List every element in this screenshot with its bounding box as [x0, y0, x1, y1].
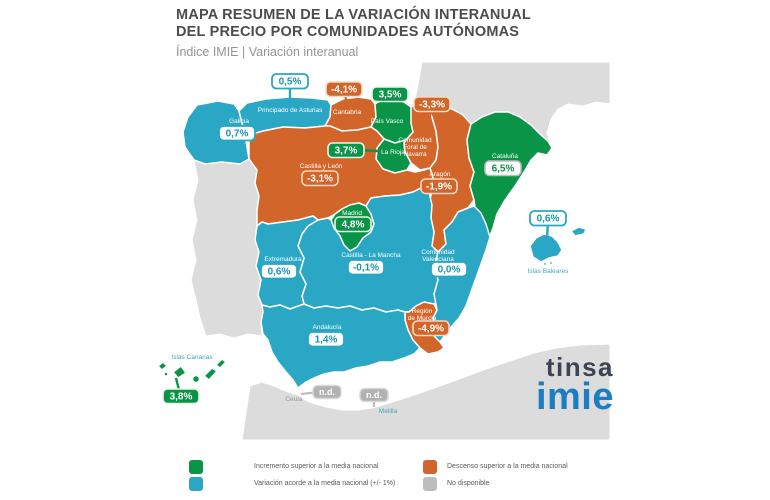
page-title-line1: MAPA RESUMEN DE LA VARIACIÓN INTERANUAL: [176, 7, 531, 23]
label-extremadura: Extremadura: [264, 256, 302, 263]
badge-canarias: 3,8%: [162, 388, 200, 405]
legend-label-descenso: Descenso superior a la media nacional: [447, 463, 568, 470]
neighbor-landmasses: [190, 61, 611, 441]
svg-text:0,7%: 0,7%: [226, 129, 249, 140]
value-badges: 0,7% 0,5% -4,1% 3,5% -3,3% 3,7% -1,9%: [162, 73, 567, 405]
svg-text:4,8%: 4,8%: [342, 220, 365, 231]
label-navarra-3: Navarra: [403, 151, 427, 158]
label-melilla: Melilla: [379, 408, 398, 415]
label-valencia-1: Comunidad: [421, 249, 455, 256]
logo-tinsa: tinsa: [545, 352, 614, 382]
region-canarias: [157, 358, 227, 384]
logo-imie: imie: [535, 376, 614, 418]
page-title-line2: DEL PRECIO POR COMUNIDADES AUTÓNOMAS: [176, 23, 520, 40]
region-galicia: [182, 100, 250, 165]
svg-text:-3,1%: -3,1%: [307, 174, 333, 185]
badge-melilla: n.d.: [359, 387, 389, 403]
legend-label-no-disponible: No disponible: [447, 480, 490, 487]
label-canarias: Islas Canarias: [171, 354, 213, 361]
label-murcia-2: de Murcia: [408, 315, 437, 322]
svg-text:3,5%: 3,5%: [379, 90, 402, 101]
label-pais-vasco: País Vasco: [371, 118, 404, 125]
badge-madrid: 4,8%: [334, 216, 372, 233]
header: MAPA RESUMEN DE LA VARIACIÓN INTERANUAL …: [176, 7, 531, 59]
badge-andalucia: 1,4%: [307, 331, 345, 348]
label-ceuta: Ceuta: [285, 396, 303, 403]
badge-la-rioja: 3,7%: [327, 142, 365, 159]
legend-swatch-no-disponible: [423, 477, 437, 491]
label-navarra-1: Comunidad: [398, 137, 432, 144]
badge-galicia: 0,7%: [218, 125, 256, 142]
page-subtitle: Índice IMIE | Variación interanual: [176, 45, 359, 59]
label-valencia-2: Valenciana: [422, 256, 454, 263]
africa-landmass: [241, 343, 611, 441]
svg-text:0,6%: 0,6%: [268, 267, 291, 278]
label-asturias: Principado de Asturias: [258, 107, 323, 114]
label-galicia: Galicia: [229, 118, 249, 125]
tinsa-imie-logo: tinsa imie: [498, 354, 614, 416]
svg-text:-0,1%: -0,1%: [353, 263, 379, 274]
label-navarra-2: Foral de: [403, 144, 427, 151]
badge-murcia: -4,9%: [412, 320, 450, 337]
badge-valencia: 0,0%: [430, 261, 468, 278]
label-castilla-y-leon: Castilla y León: [300, 163, 343, 170]
label-madrid: Madrid: [342, 210, 362, 217]
label-cataluna: Cataluña: [492, 153, 518, 160]
region-baleares: [529, 226, 587, 267]
badge-baleares: 0,6%: [529, 210, 567, 227]
legend-swatch-descenso: [423, 460, 437, 474]
legend-swatch-incremento: [189, 460, 203, 474]
svg-text:n.d.: n.d.: [366, 390, 382, 400]
region-extremadura: [254, 215, 319, 310]
label-andalucia: Andalucía: [313, 324, 342, 331]
badge-aragon: -1,9%: [420, 178, 458, 195]
legend-label-incremento: Incremento superior a la media nacional: [254, 463, 379, 470]
badge-pais-vasco: 3,5%: [371, 86, 409, 103]
region-labels: Galicia Principado de Asturias Cantabria…: [171, 107, 569, 415]
svg-text:6,5%: 6,5%: [492, 164, 515, 175]
badge-castilla-y-leon: -3,1%: [301, 170, 339, 187]
svg-text:1,4%: 1,4%: [315, 335, 338, 346]
label-castilla-la-mancha: Castilla - La Mancha: [341, 252, 401, 259]
svg-text:0,6%: 0,6%: [537, 214, 560, 225]
svg-text:0,0%: 0,0%: [438, 265, 461, 276]
legend-label-media: Variación acorde a la media nacional (+/…: [254, 480, 396, 487]
badge-cantabria: -4,1%: [325, 81, 363, 98]
badge-navarra: -3,3%: [413, 96, 451, 113]
svg-text:-1,9%: -1,9%: [426, 182, 452, 193]
badge-asturias: 0,5%: [271, 73, 309, 90]
portugal-landmass: [190, 158, 264, 339]
svg-text:0,5%: 0,5%: [279, 77, 302, 88]
svg-text:-4,9%: -4,9%: [418, 324, 444, 335]
svg-text:3,8%: 3,8%: [170, 392, 193, 403]
label-cantabria: Cantabria: [333, 109, 362, 116]
badge-extremadura: 0,6%: [260, 263, 298, 280]
label-aragon: Aragón: [430, 171, 451, 178]
svg-text:3,7%: 3,7%: [335, 146, 358, 157]
badge-castilla-la-mancha: -0,1%: [347, 259, 385, 276]
label-baleares: Islas Baleares: [528, 268, 570, 275]
badge-ceuta: n.d.: [312, 384, 342, 400]
svg-text:-3,3%: -3,3%: [419, 100, 445, 111]
badge-cataluna: 6,5%: [484, 160, 522, 177]
svg-text:n.d.: n.d.: [319, 387, 335, 397]
label-murcia-1: Región: [412, 308, 433, 315]
svg-text:-4,1%: -4,1%: [331, 85, 357, 96]
label-la-rioja: La Rioja: [381, 149, 405, 156]
legend-swatch-media: [189, 477, 203, 491]
